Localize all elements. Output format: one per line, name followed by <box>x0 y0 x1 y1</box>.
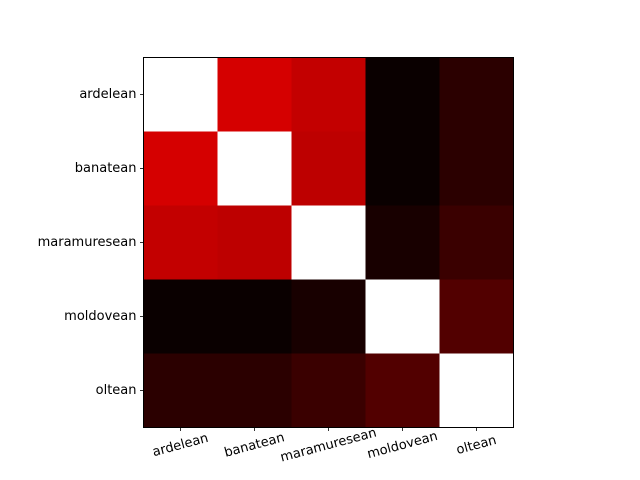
heatmap-cell-moldovean-ardelean <box>143 279 218 354</box>
heatmap-cell-banatean-maramuresean <box>291 131 366 206</box>
heatmap-cell-maramuresean-ardelean <box>143 205 218 280</box>
y-tick-label: oltean <box>96 383 137 398</box>
heatmap-cell-ardelean-oltean <box>439 57 514 132</box>
x-tick-label: maramuresean <box>279 425 378 465</box>
heatmap-cell-maramuresean-banatean <box>217 205 292 280</box>
heatmap-cell-maramuresean-maramuresean <box>291 205 366 280</box>
x-tick-label: ardelean <box>151 431 210 460</box>
heatmap-cell-ardelean-banatean <box>217 57 292 132</box>
x-tick-label: moldovean <box>366 429 440 462</box>
heatmap-cell-banatean-ardelean <box>143 131 218 206</box>
x-tick-label: banatean <box>223 430 287 460</box>
heatmap-cell-moldovean-maramuresean <box>291 279 366 354</box>
heatmap-cell-oltean-oltean <box>439 353 514 428</box>
x-tick-label: oltean <box>455 433 498 458</box>
heatmap-cell-maramuresean-moldovean <box>365 205 440 280</box>
y-axis: ardelean banatean maramuresean moldovean olt… <box>38 87 144 398</box>
heatmap-cell-moldovean-oltean <box>439 279 514 354</box>
y-tick-label: maramuresean <box>38 235 137 250</box>
heatmap-cell-banatean-moldovean <box>365 131 440 206</box>
heatmap-cell-ardelean-ardelean <box>143 57 218 132</box>
heatmap-cell-maramuresean-oltean <box>439 205 514 280</box>
heatmap-cell-oltean-maramuresean <box>291 353 366 428</box>
heatmap-cell-ardelean-moldovean <box>365 57 440 132</box>
heatmap-cell-banatean-banatean <box>217 131 292 206</box>
heatmap-cell-oltean-ardelean <box>143 353 218 428</box>
heatmap-cell-oltean-banatean <box>217 353 292 428</box>
heatmap-cell-moldovean-banatean <box>217 279 292 354</box>
y-tick-label: moldovean <box>64 309 136 324</box>
y-tick-label: ardelean <box>79 87 136 102</box>
heatmap-cell-oltean-moldovean <box>365 353 440 428</box>
heatmap-cell-ardelean-maramuresean <box>291 57 366 132</box>
heatmap-cell-banatean-oltean <box>439 131 514 206</box>
heatmap-cells <box>143 57 514 428</box>
heatmap-cell-moldovean-moldovean <box>365 279 440 354</box>
y-tick-label: banatean <box>75 161 137 176</box>
